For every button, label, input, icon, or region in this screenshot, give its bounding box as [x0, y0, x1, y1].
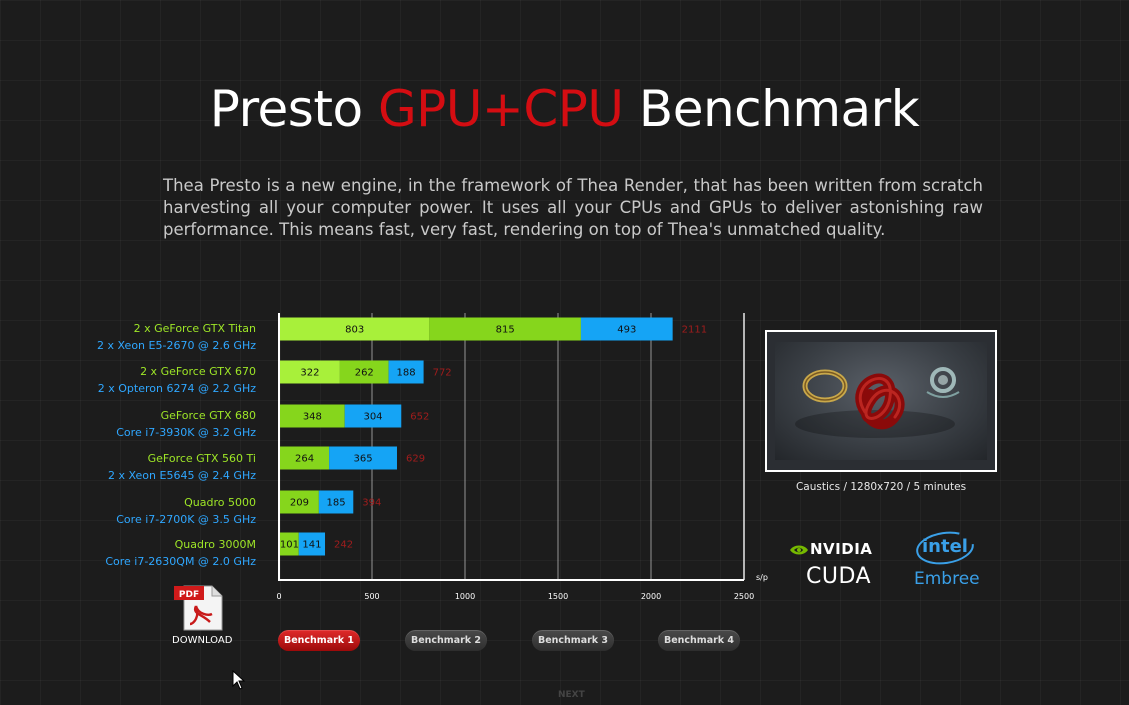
bar-segment [280, 317, 430, 341]
bar-segment [344, 404, 402, 428]
bar-segment [429, 317, 581, 341]
download-label: DOWNLOAD [172, 635, 233, 646]
cuda-wordmark: CUDA [806, 564, 872, 589]
bar-segment [318, 490, 354, 514]
row-label: Quadro 3000M Core i7-2630QM @ 2.0 GHz [105, 536, 256, 570]
bar-total-label: 772 [433, 368, 452, 379]
bar-segment [280, 360, 340, 384]
bar-segment [298, 532, 326, 556]
intro-paragraph: Thea Presto is a new engine, in the fram… [163, 176, 983, 239]
row-label: 2 x GeForce GTX 670 2 x Opteron 6274 @ 2… [98, 363, 256, 397]
cpu-label: Core i7-2630QM @ 2.0 GHz [105, 555, 256, 568]
bar-segment [280, 404, 345, 428]
gpu-label: GeForce GTX 680 [160, 409, 256, 422]
bar-value-label: 141 [302, 540, 321, 551]
mouse-cursor-icon [232, 670, 246, 690]
bar-segment [580, 317, 673, 341]
row-label: Quadro 5000 Core i7-2700K @ 3.5 GHz [116, 494, 256, 528]
bar-segment [388, 360, 424, 384]
download-pdf-link[interactable]: PDF DOWNLOAD [172, 584, 232, 646]
benchmark-1-button[interactable]: Benchmark 1 [278, 630, 360, 651]
title-part-presto: Presto [209, 80, 378, 138]
intel-embree-logo: intel Embree [912, 530, 984, 592]
gpu-label: GeForce GTX 560 Ti [147, 452, 256, 465]
bar-total-label: 629 [406, 454, 425, 465]
row-label: GeForce GTX 560 Ti 2 x Xeon E5645 @ 2.4 … [108, 450, 256, 484]
bar-value-label: 815 [496, 325, 515, 336]
bar-value-label: 188 [397, 368, 416, 379]
nvidia-wordmark: NVIDIA [810, 540, 873, 558]
nvidia-eye-icon [790, 545, 808, 555]
bar-value-label: 348 [303, 412, 322, 423]
render-caption: Caustics / 1280x720 / 5 minutes [795, 481, 967, 493]
bar-value-label: 101 [280, 540, 299, 551]
bar-segment [339, 360, 389, 384]
bar-value-label: 365 [354, 454, 373, 465]
pdf-icon: PDF [174, 585, 223, 631]
gpu-label: Quadro 3000M [174, 538, 256, 551]
cpu-label: Core i7-3930K @ 3.2 GHz [116, 426, 256, 439]
bar-value-label: 264 [295, 454, 314, 465]
x-axis-unit-label: s/p [756, 573, 768, 582]
caustics-scene-illustration [795, 367, 960, 438]
bar-value-label: 262 [355, 368, 374, 379]
bar-segment [280, 446, 330, 470]
bar-total-label: 2111 [682, 325, 707, 336]
bar-total-label: 652 [410, 412, 429, 423]
benchmark-4-button[interactable]: Benchmark 4 [658, 630, 740, 651]
bar-total-label: 394 [362, 498, 381, 509]
benchmark-bar-chart: 803 815 493 2111 322 262 188 772 348 304 652 264 365… [276, 313, 768, 601]
x-tick-label: 1500 [548, 592, 568, 601]
bar-value-label: 493 [617, 325, 636, 336]
cpu-label: Core i7-2700K @ 3.5 GHz [116, 513, 256, 526]
x-tick-label: 2500 [734, 592, 754, 601]
bar-value-label: 322 [300, 368, 319, 379]
title-part-benchmark: Benchmark [623, 80, 920, 138]
benchmark-2-button[interactable]: Benchmark 2 [405, 630, 487, 651]
bar-total-label: 242 [334, 540, 353, 551]
title-part-gpu-cpu: GPU+CPU [377, 80, 624, 138]
cpu-label: 2 x Opteron 6274 @ 2.2 GHz [97, 382, 256, 395]
x-tick-label: 500 [364, 592, 379, 601]
bar-value-label: 304 [363, 412, 382, 423]
x-tick-label: 0 [276, 592, 281, 601]
intel-wordmark: intel [922, 536, 968, 557]
pdf-badge-text: PDF [179, 590, 199, 600]
render-thumbnail[interactable] [765, 330, 997, 472]
bar-segment [280, 532, 299, 556]
gpu-label: 2 x GeForce GTX Titan [133, 322, 256, 335]
x-tick-label: 2000 [641, 592, 661, 601]
row-label: GeForce GTX 680 Core i7-3930K @ 3.2 GHz [116, 407, 256, 441]
gpu-label: Quadro 5000 [184, 496, 256, 509]
x-tick-label: 1000 [455, 592, 475, 601]
bar-value-label: 209 [290, 498, 309, 509]
bar-segment [280, 490, 319, 514]
gpu-label: 2 x GeForce GTX 670 [140, 365, 256, 378]
row-label: 2 x GeForce GTX Titan 2 x Xeon E5-2670 @… [97, 320, 256, 354]
render-image [775, 342, 987, 460]
embree-wordmark: Embree [914, 569, 980, 589]
bar-value-label: 803 [345, 325, 364, 336]
bar-value-label: 185 [327, 498, 346, 509]
bar-segment [329, 446, 397, 470]
next-link[interactable]: NEXT [558, 690, 585, 700]
cpu-label: 2 x Xeon E5-2670 @ 2.6 GHz [97, 339, 256, 352]
benchmark-3-button[interactable]: Benchmark 3 [532, 630, 614, 651]
cpu-label: 2 x Xeon E5645 @ 2.4 GHz [107, 469, 256, 482]
intel-swoosh-icon [916, 531, 974, 565]
page-title: Presto GPU+CPU Benchmark [0, 80, 1129, 138]
